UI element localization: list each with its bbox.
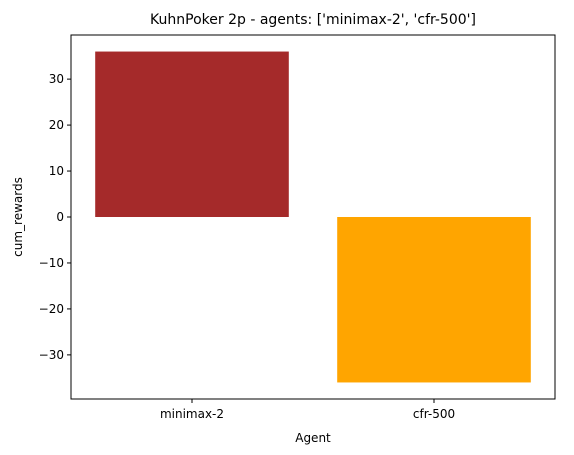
y-tick-label: 10 <box>49 164 64 178</box>
x-axis-label: Agent <box>295 431 331 445</box>
x-axis-ticks: minimax-2 cfr-500 <box>160 399 455 421</box>
x-tick-label: cfr-500 <box>413 407 455 421</box>
x-tick-label: minimax-2 <box>160 407 224 421</box>
chart-title: KuhnPoker 2p - agents: ['minimax-2', 'cf… <box>150 12 476 28</box>
y-tick-label: 20 <box>49 118 64 132</box>
bar-minimax-2 <box>95 51 289 217</box>
y-tick-label: −20 <box>39 302 64 316</box>
bars-group <box>95 51 531 383</box>
y-tick-label: −30 <box>39 348 64 362</box>
y-tick-label: −10 <box>39 256 64 270</box>
y-axis-ticks: −30 −20 −10 0 10 20 30 <box>39 72 71 362</box>
y-tick-label: 0 <box>56 210 64 224</box>
bar-cfr-500 <box>337 217 531 383</box>
y-tick-label: 30 <box>49 72 64 86</box>
y-axis-label: cum_rewards <box>11 177 25 257</box>
